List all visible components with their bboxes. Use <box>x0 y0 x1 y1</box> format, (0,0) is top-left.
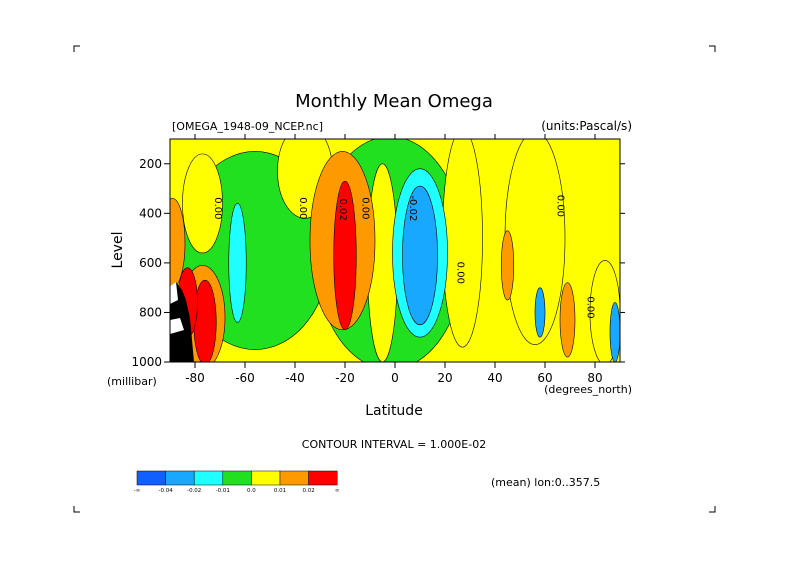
contour-region-20 <box>609 302 620 362</box>
units-label: (units:Pascal/s) <box>541 119 632 133</box>
dataset-label: [OMEGA_1948-09_NCEP.nc] <box>172 120 323 133</box>
contour-region-9 <box>333 180 357 331</box>
contour-interval-label: CONTOUR INTERVAL = 1.000E-02 <box>302 438 486 451</box>
contour-label-7: 0.00 <box>585 296 596 318</box>
colorbar-swatch-5 <box>279 470 309 486</box>
y-tick-label-3: 800 <box>139 305 162 319</box>
colorbar-label-2: -0.02 <box>187 488 201 494</box>
contour-region-7 <box>182 153 223 254</box>
y-tick-label-4: 1000 <box>131 355 162 369</box>
contour-label-0: 0.00 <box>212 197 223 219</box>
crop-marks <box>73 45 716 513</box>
y-tick-label-2: 600 <box>139 256 162 270</box>
x-tick-label-5: 20 <box>437 371 452 385</box>
y-tick-label-0: 200 <box>139 157 162 171</box>
x-tick-label-7: 60 <box>537 371 552 385</box>
colorbar-label-4: 0.0 <box>247 488 256 494</box>
colorbar-swatch-1 <box>165 470 195 486</box>
y-units-label: (millibar) <box>107 375 157 388</box>
x-tick-label-1: -60 <box>235 371 255 385</box>
x-tick-label-2: -40 <box>285 371 305 385</box>
x-tick-label-3: -20 <box>335 371 355 385</box>
colorbar-label-3: -0.01 <box>216 488 230 494</box>
x-tick-label-4: 0 <box>391 371 399 385</box>
contour-label-6: 0.00 <box>555 195 566 217</box>
contour-region-11 <box>402 185 438 326</box>
colorbar-swatch-3 <box>222 470 252 486</box>
colorbar-swatch-0 <box>136 470 166 486</box>
x-units-label: (degrees_north) <box>544 383 632 396</box>
colorbar-swatch-6 <box>308 470 338 486</box>
contour-label-2: 0.02 <box>337 198 348 220</box>
chart-title: Monthly Mean Omega <box>295 91 493 112</box>
contour-region-12 <box>170 198 186 288</box>
colorbar: -∞ -0.04 -0.02 -0.01 0.0 0.01 0.02 ∞ <box>134 470 340 494</box>
contour-region-13 <box>228 203 247 323</box>
colorbar-label-0: -∞ <box>134 488 141 494</box>
missing-data-region <box>170 282 194 362</box>
colorbar-label-6: 0.02 <box>302 488 314 494</box>
x-tick-label-0: -80 <box>185 371 205 385</box>
colorbar-label-5: 0.01 <box>274 488 286 494</box>
contour-region-19 <box>534 287 546 338</box>
contour-label-4: -0.02 <box>407 195 418 221</box>
contour-label-5: 0.00 <box>455 262 466 284</box>
y-axis-label: Level <box>110 232 126 269</box>
colorbar-swatch-2 <box>193 470 224 486</box>
contour-label-3: 0.00 <box>360 197 371 219</box>
contour-region-17 <box>500 230 515 301</box>
x-tick-label-8: 80 <box>587 371 602 385</box>
contour-label-1: 0.00 <box>297 197 308 219</box>
contour-region-18 <box>559 282 576 358</box>
y-tick-label-1: 400 <box>139 206 162 220</box>
mean-label: (mean) lon:0..357.5 <box>491 476 600 489</box>
x-tick-label-6: 40 <box>487 371 502 385</box>
x-axis-label: Latitude <box>365 403 423 419</box>
colorbar-label-1: -0.04 <box>158 488 173 494</box>
colorbar-swatch-4 <box>251 470 281 486</box>
contour-region-4 <box>442 139 483 348</box>
colorbar-label-7: ∞ <box>335 488 340 494</box>
plot-area: 0.00 0.00 0.02 0.00 -0.02 0.00 0.00 0.00 <box>169 138 621 363</box>
